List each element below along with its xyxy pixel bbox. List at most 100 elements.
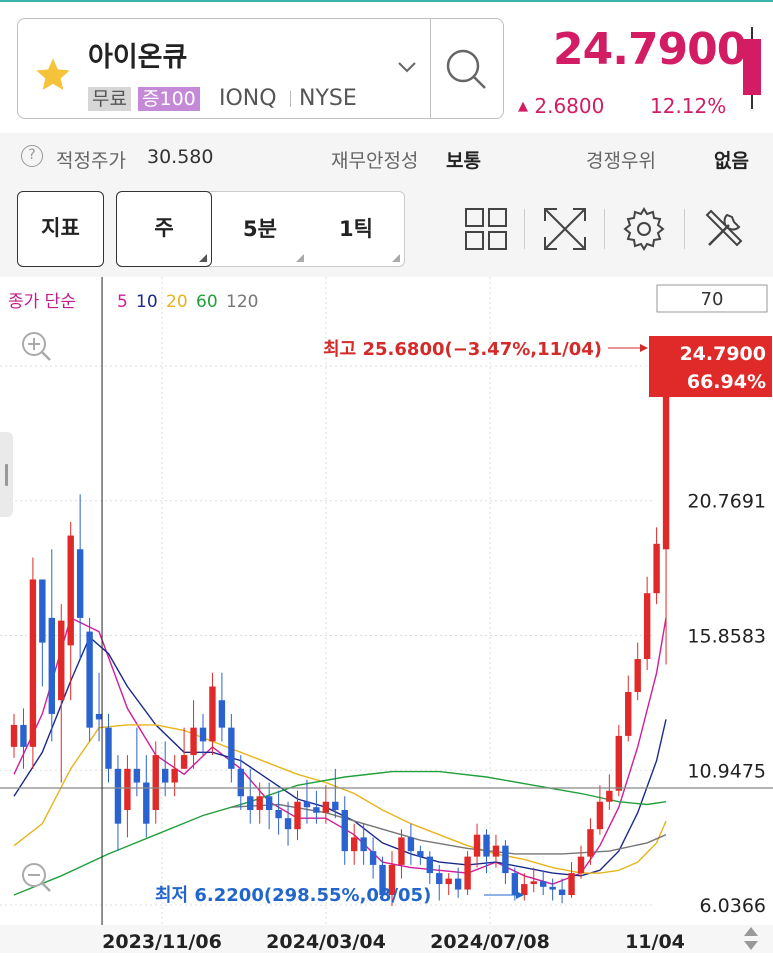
candle-body: [39, 579, 46, 643]
x-axis-tick-label: 2024/07/08: [430, 931, 550, 953]
y-axis-tick-label: 20.7691: [687, 491, 766, 513]
candle-body: [294, 801, 301, 830]
stock-selector[interactable]: 아이온큐 무료 증100 IONQ NYSE: [17, 18, 504, 119]
search-icon: [446, 49, 486, 89]
top-accent-line: [0, 0, 773, 2]
dropdown-corner-icon: [392, 254, 400, 262]
chevron-down-icon[interactable]: [396, 59, 418, 75]
competitive-advantage-label: 경쟁우위: [586, 150, 656, 172]
candle-count-box[interactable]: [656, 284, 768, 313]
dropdown-corner-icon: [296, 254, 304, 262]
candle-body: [303, 801, 311, 808]
candle-body: [530, 881, 537, 885]
zoom-out-icon[interactable]: [22, 863, 51, 892]
candle-body: [105, 727, 112, 769]
period-week-label: 주: [154, 216, 174, 240]
candle-body: [133, 768, 141, 783]
scroll-updown-icon[interactable]: [744, 927, 758, 950]
period-week-button[interactable]: 주: [116, 191, 212, 267]
ma-20-line: [13, 724, 667, 874]
valuation-info-bar: ? 적정주가 30.580 재무안정성 보통 경쟁우위 없음: [0, 133, 773, 181]
x-axis-tick-label: 2024/03/04: [266, 931, 386, 953]
low-annotation-arrowhead: [516, 891, 524, 899]
candle-body: [143, 782, 150, 824]
candle-body: [256, 796, 263, 810]
help-icon[interactable]: ?: [21, 145, 43, 167]
current-price-tag: [649, 336, 772, 397]
candle-body: [29, 579, 37, 747]
period-1tick-button[interactable]: 1틱: [308, 192, 404, 266]
candle-body: [634, 659, 641, 692]
tools-icon[interactable]: [701, 205, 749, 253]
indicator-button[interactable]: 지표: [17, 191, 104, 267]
candle-body: [492, 845, 500, 857]
candle-body: [86, 631, 93, 728]
search-button[interactable]: [431, 19, 503, 118]
candle-body: [48, 617, 55, 714]
fullscreen-icon[interactable]: [541, 205, 589, 253]
candle-body: [558, 889, 566, 896]
fair-price-label: 적정주가: [56, 150, 126, 172]
ma-legend-5: 5: [117, 292, 128, 312]
search-divider: [430, 19, 431, 118]
candle-body: [436, 873, 443, 885]
fair-price-value: 30.580: [147, 146, 214, 168]
zoom-in-icon[interactable]: [22, 332, 51, 361]
candle-body: [445, 878, 452, 885]
candle-body: [379, 864, 386, 896]
candle-body: [568, 873, 575, 896]
grid-layout-icon[interactable]: [462, 205, 510, 253]
toolbar-divider: [684, 209, 685, 249]
candle-body: [521, 884, 528, 896]
candle-body: [360, 837, 367, 852]
candle-body: [540, 881, 547, 887]
candle-body: [625, 691, 632, 736]
candle-body: [426, 856, 433, 874]
candle-count-value: 70: [701, 289, 724, 310]
candle-body: [483, 834, 490, 857]
candle-body: [653, 543, 660, 594]
candle-body: [322, 801, 330, 813]
candle-body: [615, 735, 622, 791]
candle-body: [124, 768, 131, 810]
y-axis-tick-label: 15.8583: [687, 625, 766, 647]
candle-body: [417, 851, 424, 857]
favorite-star-icon[interactable]: [32, 55, 74, 95]
ma-legend-20: 20: [166, 292, 188, 312]
period-5min-button[interactable]: 5분: [212, 192, 308, 266]
side-drawer-handle[interactable]: [0, 432, 13, 517]
low-price-annotation: 최저 6.2200(298.55%,08/05): [155, 885, 431, 906]
candle-body: [511, 873, 519, 896]
candle-body: [587, 829, 594, 857]
stock-name: 아이온큐: [88, 42, 188, 73]
chart-toolbar: 지표 주 5분 1틱: [0, 181, 773, 277]
candle-body: [643, 593, 651, 660]
candle-body: [596, 801, 604, 830]
current-price-tag-percent: 66.94%: [687, 371, 766, 393]
x-axis-tick-label: 2023/11/06: [102, 931, 222, 953]
candle-body: [275, 809, 282, 819]
candle-body: [464, 856, 471, 890]
candle-body: [114, 768, 122, 824]
candle-body: [67, 535, 74, 646]
candle-body: [218, 700, 226, 728]
ma-legend-10: 10: [136, 292, 158, 312]
candle-body: [662, 390, 670, 550]
candle-body: [369, 851, 377, 865]
candle-body: [76, 549, 84, 618]
settings-icon[interactable]: [620, 205, 668, 253]
candle-body: [20, 724, 27, 747]
x-axis-band: [0, 925, 773, 953]
ma-60-line: [13, 770, 667, 896]
candle-body: [606, 790, 613, 802]
candle-body: [10, 724, 18, 747]
high-annotation-arrowhead: [640, 344, 648, 352]
candle-body: [577, 856, 585, 874]
financial-stability-label: 재무안정성: [331, 150, 419, 172]
up-triangle-icon: ▲: [518, 99, 528, 114]
candle-body: [341, 809, 348, 852]
candle-body: [237, 768, 244, 797]
ticker-divider: [290, 91, 291, 107]
